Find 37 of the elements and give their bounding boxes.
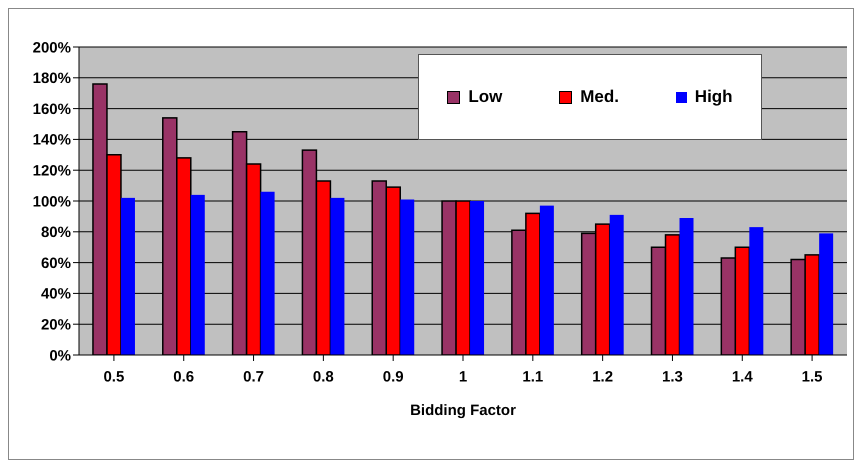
bar	[610, 214, 624, 355]
x-tick-label: 0.7	[243, 368, 264, 386]
x-tick-label: 1.1	[522, 368, 544, 386]
bar	[749, 227, 764, 355]
bar	[190, 194, 205, 355]
x-tick-label: 1.2	[592, 368, 614, 386]
legend-label: High	[694, 87, 733, 107]
y-tick-label: 100%	[32, 193, 71, 210]
bar	[540, 206, 554, 355]
y-tick-label: 200%	[32, 39, 71, 56]
y-tick-label: 40%	[40, 286, 71, 303]
bar	[680, 218, 694, 355]
bar	[260, 192, 275, 355]
x-tick-label: 0.6	[173, 368, 194, 386]
y-tick-label: 120%	[32, 162, 71, 180]
x-tick-label: 0.5	[103, 368, 124, 386]
y-tick-label: 0%	[49, 347, 71, 364]
y-tick-label: 180%	[32, 70, 71, 88]
bar	[470, 201, 484, 355]
x-tick-label: 1.4	[732, 368, 754, 386]
bar	[400, 199, 414, 355]
bar	[120, 198, 135, 355]
x-tick-label: 1.5	[802, 368, 823, 386]
bar	[819, 233, 834, 355]
x-axis-title: Bidding Factor	[410, 402, 516, 419]
y-tick-label: 160%	[32, 100, 71, 118]
x-tick-label: 0.8	[312, 368, 334, 386]
x-tick-label: 0.9	[382, 368, 404, 386]
y-tick-label: 140%	[32, 132, 71, 149]
y-tick-label: 20%	[40, 316, 71, 334]
legend-label: Med.	[579, 87, 619, 107]
x-tick-label: 1.3	[662, 368, 683, 386]
legend-label: Low	[467, 87, 502, 107]
y-tick-label: 80%	[40, 224, 71, 242]
bar	[330, 198, 344, 355]
x-tick-label: 1	[458, 368, 468, 386]
y-tick-label: 60%	[40, 254, 71, 272]
